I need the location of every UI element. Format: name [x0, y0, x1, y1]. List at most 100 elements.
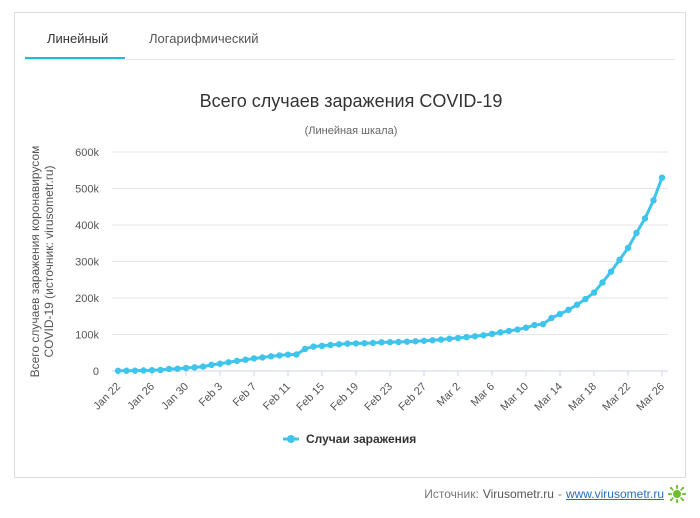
data-point[interactable]: [310, 343, 317, 350]
data-point[interactable]: [327, 341, 334, 349]
source-link[interactable]: www.virusometr.ru: [565, 487, 664, 501]
data-point[interactable]: [123, 367, 130, 374]
tab-linear[interactable]: Линейный: [47, 31, 109, 46]
chart-subtitle: (Линейная шкала): [305, 125, 398, 137]
data-point[interactable]: [369, 339, 377, 347]
cases-line-chart: Всего случаев заражения COVID-19 (Линейн…: [28, 91, 668, 446]
x-axis-ticks: Jan 22 Jan 26 Jan 30 Feb 3 Feb 7 Feb 11 Feb 15…: [91, 371, 667, 413]
data-point[interactable]: [658, 174, 666, 181]
grid-lines: [112, 151, 668, 372]
data-point[interactable]: [471, 333, 479, 340]
x-tick-label: Mar 14: [532, 381, 565, 414]
data-point[interactable]: [335, 341, 343, 348]
virus-icon: [668, 485, 686, 503]
data-point[interactable]: [607, 268, 615, 275]
data-point[interactable]: [208, 361, 215, 369]
x-tick-label: Mar 6: [469, 381, 497, 409]
data-point[interactable]: [573, 301, 581, 308]
source-separator: -: [557, 487, 562, 501]
data-point[interactable]: [531, 321, 538, 329]
data-point[interactable]: [514, 326, 521, 333]
x-tick-label: Mar 18: [566, 381, 599, 414]
x-tick-label: Mar 10: [498, 381, 531, 414]
data-point[interactable]: [446, 335, 453, 342]
data-point[interactable]: [505, 327, 513, 335]
source-label: Источник:: [424, 487, 479, 501]
data-point[interactable]: [361, 339, 368, 347]
data-point[interactable]: [539, 320, 547, 328]
data-point[interactable]: [488, 330, 496, 338]
y-tick-label: 500k: [75, 184, 99, 196]
data-point[interactable]: [497, 329, 504, 336]
data-point[interactable]: [199, 363, 207, 370]
x-tick-label: Jan 26: [125, 381, 157, 413]
data-point[interactable]: [174, 365, 181, 372]
data-point[interactable]: [378, 339, 385, 346]
y-tick-label: 600k: [75, 147, 99, 159]
data-point[interactable]: [140, 367, 147, 374]
data-point[interactable]: [191, 364, 198, 371]
data-point[interactable]: [548, 314, 555, 322]
x-tick-label: Feb 15: [294, 381, 327, 414]
x-tick-label: Mar 26: [634, 381, 667, 414]
x-tick-label: Mar 2: [435, 381, 463, 409]
data-point[interactable]: [403, 338, 411, 345]
data-point[interactable]: [182, 364, 190, 372]
y-tick-label: 400k: [75, 220, 99, 232]
data-point[interactable]: [352, 340, 360, 347]
data-point[interactable]: [284, 351, 292, 358]
data-point[interactable]: [267, 353, 275, 360]
source-credit: Источник: Virusometr.ru - www.virusometr…: [424, 484, 686, 504]
data-point[interactable]: [641, 215, 649, 222]
data-point[interactable]: [259, 354, 266, 361]
data-point[interactable]: [590, 289, 598, 296]
data-point[interactable]: [522, 324, 530, 331]
data-point[interactable]: [650, 197, 657, 204]
data-point[interactable]: [276, 352, 283, 359]
y-tick-label: 200k: [75, 293, 99, 305]
tab-logarithmic[interactable]: Логарифмический: [149, 31, 259, 46]
data-point[interactable]: [233, 357, 241, 365]
data-point[interactable]: [616, 256, 623, 264]
data-point[interactable]: [216, 360, 224, 367]
data-point[interactable]: [344, 340, 351, 347]
data-point[interactable]: [556, 310, 564, 318]
x-tick-label: Feb 11: [261, 381, 293, 413]
data-point[interactable]: [633, 229, 640, 237]
data-point[interactable]: [242, 356, 249, 363]
data-point[interactable]: [293, 351, 300, 358]
data-point[interactable]: [165, 365, 173, 373]
y-axis-label-line: COVID-19 (источник: virusometr.ru): [42, 165, 56, 357]
data-point[interactable]: [412, 338, 419, 345]
data-point[interactable]: [420, 337, 428, 344]
data-point[interactable]: [624, 244, 632, 252]
data-point[interactable]: [429, 337, 436, 344]
data-point[interactable]: [565, 306, 572, 314]
data-point[interactable]: [437, 336, 445, 343]
data-point[interactable]: [386, 338, 394, 346]
legend-marker: [287, 435, 295, 443]
data-point[interactable]: [454, 334, 462, 342]
x-tick-label: Jan 22: [91, 381, 123, 413]
data-point[interactable]: [148, 367, 156, 374]
chart-card: Линейный Логарифмический Всего случаев з…: [14, 12, 686, 478]
data-point[interactable]: [225, 359, 232, 366]
data-point[interactable]: [463, 333, 470, 341]
data-point[interactable]: [114, 367, 122, 374]
data-point[interactable]: [480, 332, 487, 339]
legend-label[interactable]: Случаи заражения: [306, 432, 416, 446]
data-point[interactable]: [301, 345, 309, 353]
y-axis-label: Всего случаев заражения коронавирусом COV…: [28, 146, 56, 378]
tabs-divider: [25, 59, 675, 60]
y-axis-ticks: 0 100k 200k 300k 400k 500k 600k: [75, 147, 99, 378]
data-point[interactable]: [318, 342, 326, 350]
series-cases: [114, 174, 666, 374]
data-point[interactable]: [157, 366, 164, 374]
data-point[interactable]: [582, 295, 589, 303]
data-point[interactable]: [395, 338, 402, 346]
data-point[interactable]: [131, 367, 139, 374]
legend[interactable]: Случаи заражения: [283, 432, 416, 446]
x-tick-label: Feb 3: [197, 381, 225, 409]
data-point[interactable]: [250, 355, 258, 362]
data-point[interactable]: [599, 279, 606, 286]
